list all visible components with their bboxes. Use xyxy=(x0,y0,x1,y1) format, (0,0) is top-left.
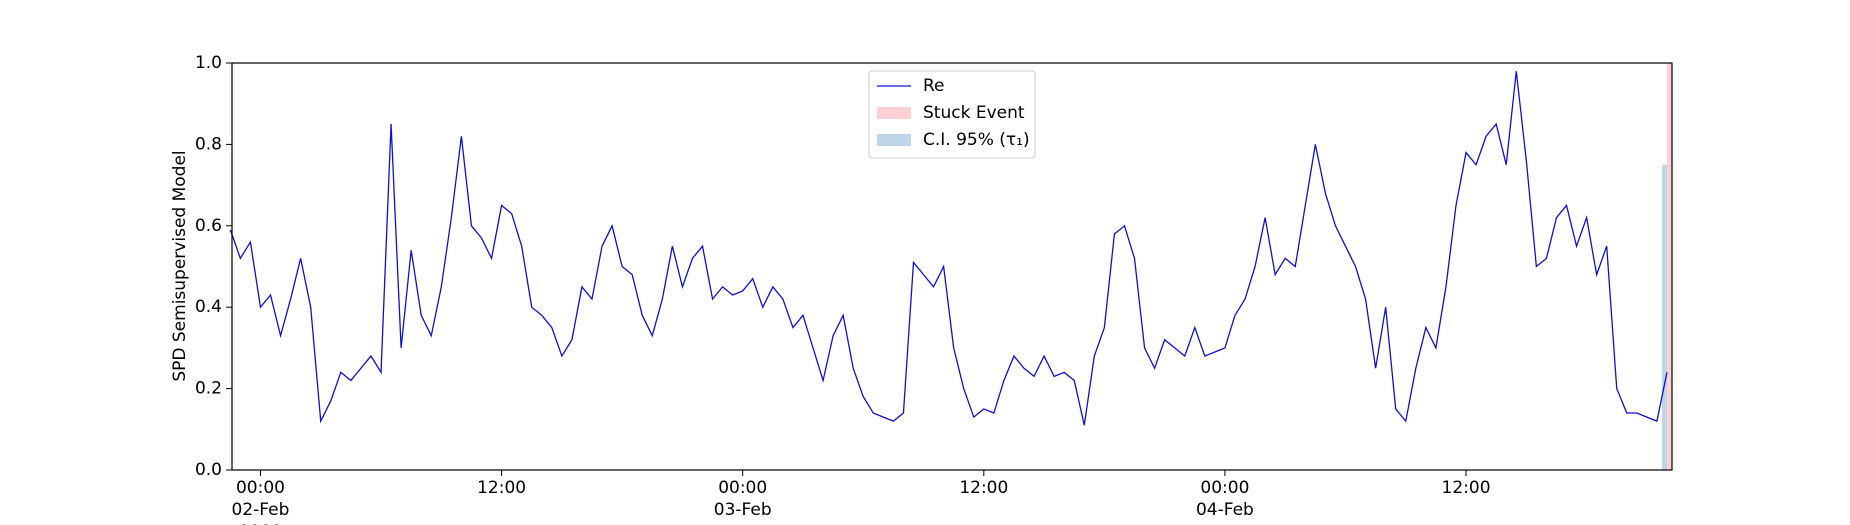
x-tick-label: 12:00 xyxy=(477,478,526,498)
y-tick-label: 0.6 xyxy=(195,216,222,236)
legend-label: C.I. 95% (τ₁) xyxy=(923,130,1030,150)
y-axis-label: SPD Semisupervised Model xyxy=(170,150,190,381)
legend-label: Stuck Event xyxy=(923,103,1025,123)
y-tick-label: 0.2 xyxy=(195,379,222,399)
x-tick-label: 00:00 xyxy=(236,478,285,498)
x-tick-label: 1900 xyxy=(239,522,282,525)
legend-swatch xyxy=(877,107,911,119)
x-tick-label: 12:00 xyxy=(959,478,1008,498)
x-tick-label: 00:00 xyxy=(718,478,767,498)
y-tick-label: 0.4 xyxy=(195,297,222,317)
band xyxy=(1666,63,1672,470)
series-line xyxy=(229,71,1668,426)
legend-swatch xyxy=(877,134,911,146)
axes-frame xyxy=(231,62,1673,471)
x-tick-label: 00:00 xyxy=(1200,478,1249,498)
y-tick-label: 1.0 xyxy=(195,53,222,73)
x-tick-label: 03-Feb xyxy=(714,500,772,520)
x-tick-label: 12:00 xyxy=(1442,478,1491,498)
x-tick-label: 04-Feb xyxy=(1196,500,1254,520)
legend-label: Re xyxy=(923,76,945,96)
y-tick-label: 0.0 xyxy=(195,460,222,480)
y-tick-label: 0.8 xyxy=(195,134,222,154)
band xyxy=(1661,164,1667,470)
x-tick-label: 02-Feb xyxy=(232,500,290,520)
